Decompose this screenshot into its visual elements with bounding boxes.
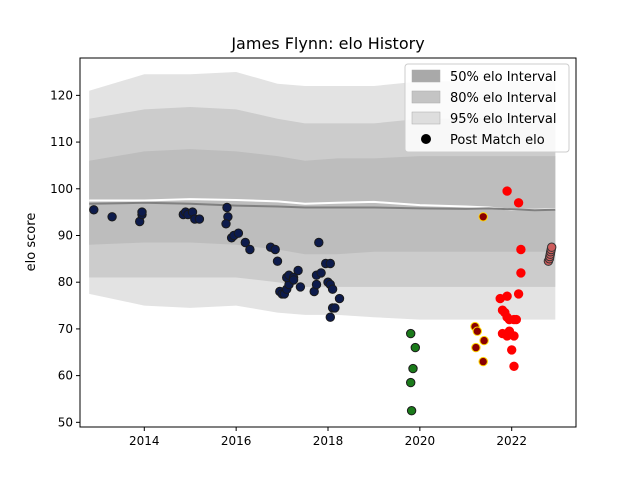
y-tick-label: 100 xyxy=(50,182,73,196)
y-tick-label: 50 xyxy=(58,415,73,429)
data-point xyxy=(288,275,299,285)
data-point xyxy=(222,202,232,213)
chart-title: James Flynn: elo History xyxy=(230,34,424,53)
data-point xyxy=(509,331,519,341)
y-tick-label: 60 xyxy=(58,369,73,383)
data-point xyxy=(502,186,512,196)
data-point xyxy=(325,258,335,269)
data-point xyxy=(408,363,418,374)
data-point xyxy=(270,244,280,255)
data-point xyxy=(406,377,416,388)
band-50-percent xyxy=(89,149,556,255)
data-point xyxy=(221,219,231,229)
data-point xyxy=(547,242,557,252)
legend-marker xyxy=(421,134,431,144)
post-match-points xyxy=(89,186,557,416)
data-point xyxy=(479,335,489,346)
data-point xyxy=(406,406,417,416)
data-point xyxy=(233,228,244,238)
data-point xyxy=(314,237,324,248)
y-tick-label: 80 xyxy=(58,275,73,289)
data-point xyxy=(507,345,517,355)
x-tick-label: 2022 xyxy=(496,434,527,448)
data-point xyxy=(513,198,524,208)
data-point xyxy=(311,279,322,290)
x-tick-label: 2020 xyxy=(405,434,436,448)
data-point xyxy=(327,284,338,294)
y-tick-label: 110 xyxy=(50,135,73,149)
legend: 50% elo Interval 80% elo Interval 95% elo … xyxy=(404,63,570,153)
y-tick-label: 90 xyxy=(58,228,73,242)
data-point xyxy=(325,312,335,322)
data-point xyxy=(272,256,283,266)
y-tick-label: 120 xyxy=(50,88,73,102)
data-point xyxy=(107,212,117,222)
x-tick-label: 2014 xyxy=(129,434,160,448)
data-point xyxy=(240,237,251,248)
data-point xyxy=(334,293,345,304)
x-tick-label: 2016 xyxy=(221,434,252,448)
x-axis: 2014 2016 2018 2020 2022 xyxy=(129,427,527,448)
data-point xyxy=(509,361,519,371)
data-point xyxy=(293,265,303,276)
data-point xyxy=(295,282,306,292)
y-tick-label: 70 xyxy=(58,322,73,336)
data-point xyxy=(89,205,99,215)
data-point xyxy=(471,342,481,353)
data-point xyxy=(516,268,526,278)
legend-label: 95% elo Interval xyxy=(450,112,557,127)
data-point xyxy=(516,244,526,255)
legend-box xyxy=(404,63,570,153)
legend-label: 80% elo Interval xyxy=(450,91,557,106)
x-tick-label: 2018 xyxy=(313,434,344,448)
data-point xyxy=(502,291,512,301)
data-point xyxy=(410,342,420,353)
data-point xyxy=(478,356,488,367)
data-point xyxy=(137,207,147,217)
data-point xyxy=(245,244,255,255)
legend-label: 50% elo Interval xyxy=(450,70,557,85)
y-axis: 50 60 70 80 90 100 110 120 xyxy=(50,88,80,429)
median-elo-line xyxy=(89,201,556,212)
data-point xyxy=(194,214,205,224)
data-point xyxy=(478,212,488,222)
data-point xyxy=(316,268,326,278)
legend-label: Post Match elo xyxy=(450,133,545,148)
legend-swatch xyxy=(411,90,441,104)
data-point xyxy=(513,289,524,299)
data-point xyxy=(511,314,521,325)
legend-swatch xyxy=(411,69,441,83)
legend-swatch xyxy=(411,111,441,125)
data-point xyxy=(472,326,482,336)
data-point xyxy=(330,303,340,313)
data-point xyxy=(406,328,416,339)
y-axis-label: elo score xyxy=(24,213,39,272)
